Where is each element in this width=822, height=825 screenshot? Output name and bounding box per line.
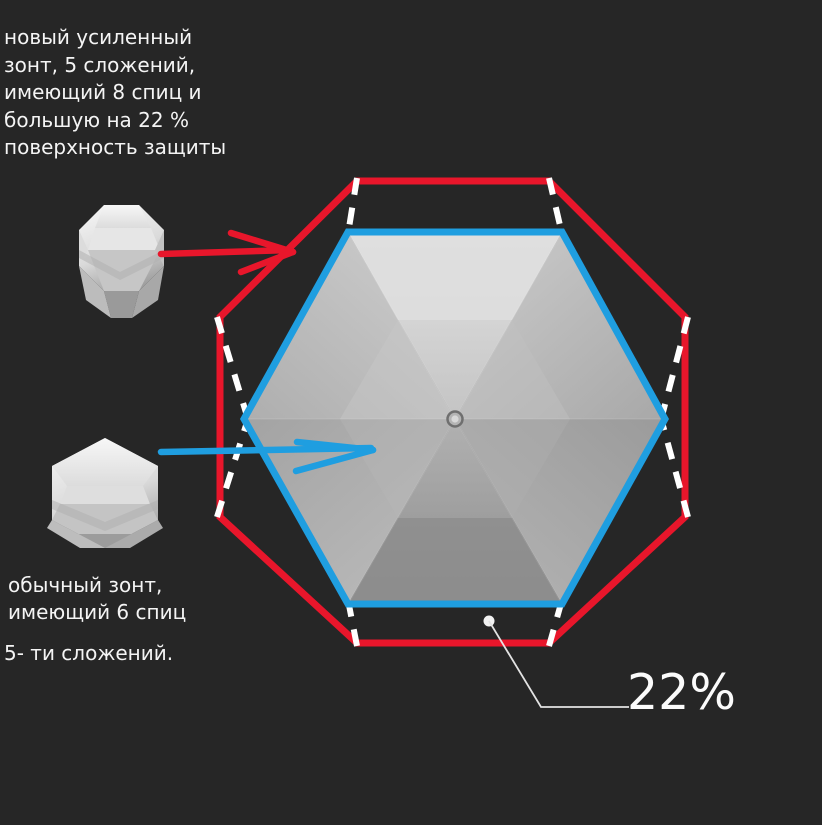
- old-umbrella-outline: [239, 228, 670, 608]
- canopy-panel-lower-right: [455, 419, 665, 604]
- canopy-panel-lower-left: [244, 419, 455, 604]
- canopy-rib-top: [398, 320, 512, 419]
- canopy-rib-bottom: [398, 419, 512, 518]
- canopy-bottom-skirt: [348, 518, 562, 604]
- canopy-rib-lower-left: [340, 419, 455, 518]
- canopy-rib-upper-left: [340, 320, 455, 419]
- hexagon-umbrella-icon: [47, 438, 163, 548]
- old-umbrella-folds-note: 5- ти сложений.: [4, 641, 174, 665]
- canopy-seams: [244, 231, 665, 605]
- new-umbrella-note: новый усиленный зонт, 5 сложений, имеющи…: [4, 25, 227, 159]
- connector-bot-left: [345, 599, 360, 647]
- umbrella-canopy: [244, 231, 665, 605]
- arrow-right-icon-blue: [157, 438, 377, 475]
- dashed-connectors: [214, 177, 691, 647]
- connector-bot-right: [546, 599, 565, 647]
- canopy-rib-lower-right: [455, 419, 570, 518]
- canopy-front-facet: [348, 232, 562, 320]
- arrow-right-icon-red: [157, 229, 297, 276]
- connector-right-down: [659, 421, 691, 518]
- connector-top-left: [345, 177, 360, 235]
- connector-top-right: [546, 177, 565, 235]
- canopy-rib-upper-right: [455, 320, 570, 419]
- canopy-panel-upper-left: [244, 232, 455, 419]
- canopy-panel-upper-right: [455, 232, 665, 419]
- coverage-percent-label: 22%: [627, 664, 736, 721]
- callout-leader-line: [483, 615, 629, 708]
- old-umbrella-note: обычный зонт, имеющий 6 спиц: [8, 573, 187, 624]
- octagon-umbrella-icon: [79, 205, 164, 318]
- umbrella-hub-icon: [446, 410, 464, 428]
- connector-left-down: [214, 421, 250, 518]
